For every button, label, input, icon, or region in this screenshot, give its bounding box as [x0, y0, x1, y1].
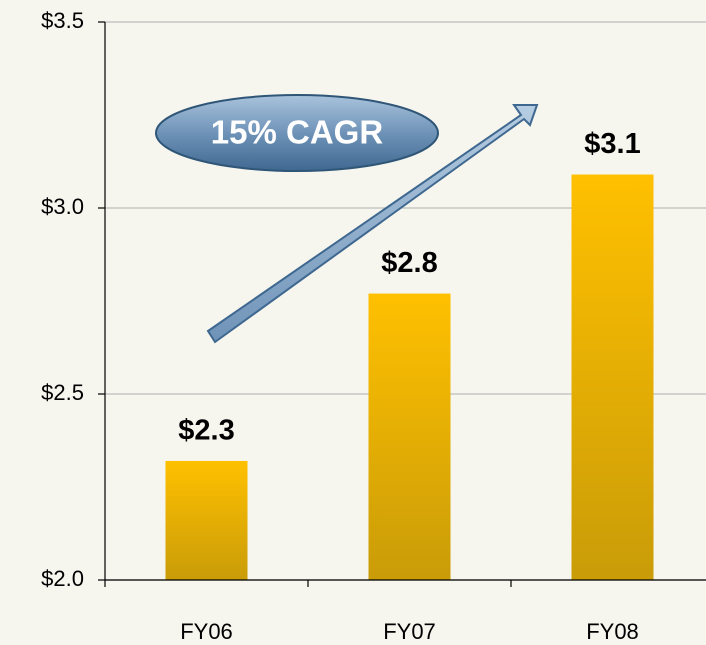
y-tick-label: $2.0	[41, 566, 84, 591]
bar	[571, 174, 654, 580]
y-tick-label: $2.5	[41, 380, 84, 405]
x-tick-label: FY06	[180, 619, 233, 644]
bar	[165, 460, 248, 580]
bar	[368, 293, 451, 580]
bars	[165, 174, 654, 580]
value-label: $2.8	[381, 247, 437, 279]
x-tick-label: FY08	[586, 619, 639, 644]
value-label: $2.3	[178, 415, 234, 447]
growth-arrow	[206, 104, 539, 344]
cagr-label: 15% CAGR	[211, 114, 384, 151]
y-tick-label: $3.5	[41, 8, 84, 33]
cagr-oval	[155, 94, 439, 172]
y-tick-label: $3.0	[41, 194, 84, 219]
value-label: $3.1	[584, 128, 640, 160]
x-tick-label: FY07	[383, 619, 436, 644]
